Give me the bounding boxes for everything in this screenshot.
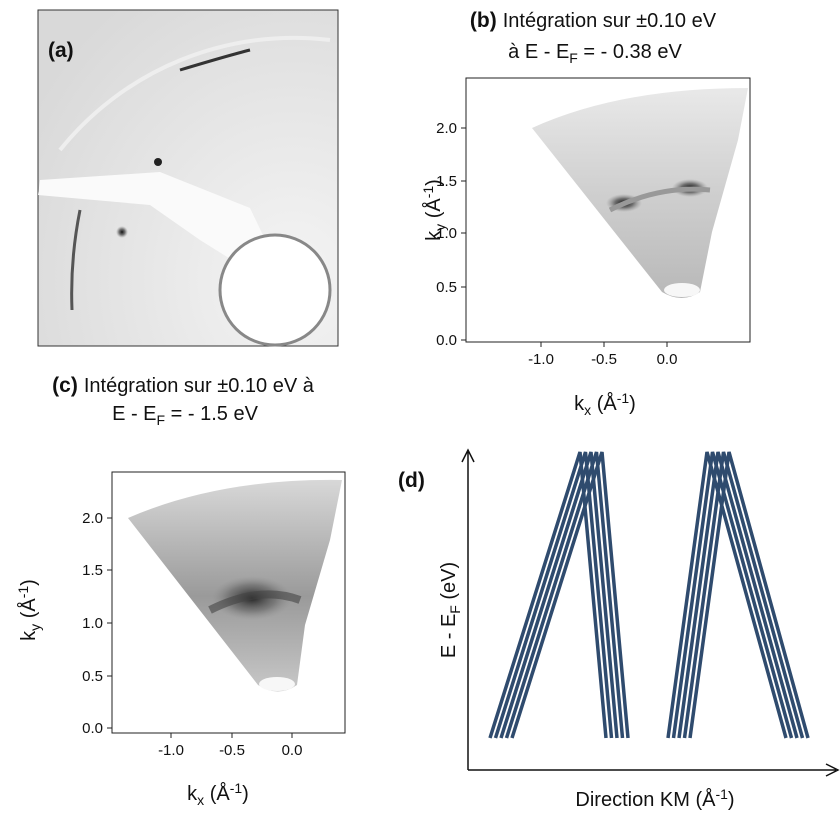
y-tick-label: 1.0 [82,615,103,632]
band-line [677,451,799,739]
y-tick-label: 0.0 [82,720,103,737]
band-line [499,451,619,739]
band [208,590,302,614]
panel-d: (d) E - EF (eV) Direction KM (Å-1) [398,448,840,811]
panel-title: (c) Intégration sur ±0.10 eV à [52,374,315,397]
t: ) [423,179,445,186]
y-tick-label: 2.0 [82,510,103,527]
beam-stop [218,233,332,347]
panel-subtitle: à E - EF = - 0.38 eV [508,41,682,66]
panel-title: (b) Intégration sur ±0.10 eV [470,9,717,32]
x-tick-label: -1.0 [158,742,184,759]
band-line [682,451,805,739]
band-line [666,451,788,739]
band-line [504,451,625,739]
band-lines [488,451,810,739]
t: ) [18,579,40,586]
y-tick-label: 1.5 [82,562,103,579]
t: E - E [438,614,460,658]
panel-label: (b) [470,9,497,32]
x-tick-label: 0.0 [282,742,303,759]
t-sub: F [447,605,463,614]
t: (Å [204,782,230,805]
x-axis-label: Direction KM (Å-1) [575,786,734,811]
x-tick-label: -0.5 [591,351,617,368]
t-sub: x [197,792,204,808]
map-wedge [532,88,748,298]
y-axis-label: E - EF (eV) [438,562,463,658]
spot-light [259,677,295,691]
y-tick-label: 0.5 [82,668,103,685]
t-sup: -1 [420,186,436,199]
t: ) [242,783,249,805]
band-line [671,451,794,739]
panel-label: (d) [398,469,425,492]
t: à E - E [508,41,569,63]
y-axis-arrow [461,448,475,770]
t-sup: -1 [230,780,243,796]
arc-spot [179,48,251,72]
panel-a: (a) [37,9,339,347]
t-sup: -1 [715,786,728,802]
x-tick-label: -1.0 [528,351,554,368]
t: (Å [591,392,617,415]
band [608,186,711,213]
y-axis-label: ky (Å-1) [15,579,43,641]
x-tick-label: -0.5 [219,742,245,759]
y-tick-label: 1.5 [436,173,457,190]
t: = - 0.38 eV [578,41,683,63]
title-text: Intégration sur ±0.10 eV à [84,375,315,397]
y-tick-label: 1.0 [436,225,457,242]
shadow [38,172,270,265]
band-line [493,451,614,739]
t-sup: -1 [15,586,31,599]
t: = - 1.5 eV [165,403,258,425]
t-sup: -1 [617,390,630,406]
band-line [688,451,810,739]
panel-c: (c) Intégration sur ±0.10 eV à E - EF = -… [15,374,346,808]
t: Direction KM (Å [575,788,716,811]
band-line [510,451,630,739]
panel-label: (c) [52,374,78,397]
arc-spot [70,209,82,311]
t: E - E [112,403,156,425]
y-tick-label: 0.5 [436,279,457,296]
t: k [574,393,585,415]
spot [154,158,162,166]
x-axis-label: kx (Å-1) [187,780,249,808]
panel-label: (a) [48,39,74,62]
x-tick-label: 0.0 [657,351,678,368]
t-sub: y [27,624,43,631]
x-axis-label: kx (Å-1) [574,390,636,418]
y-axis-label: ky (Å-1) [420,179,448,241]
ring [58,35,331,152]
t-sub: F [569,50,578,66]
t: (Å [17,598,40,624]
panel-subtitle: E - EF = - 1.5 eV [112,403,259,428]
t: ) [629,393,636,415]
t: (eV) [438,562,460,605]
spot-light [664,283,700,297]
y-tick-label: 2.0 [436,120,457,137]
band-line [488,451,608,739]
spot [116,226,128,238]
t-sub: x [584,402,591,418]
t: k [18,630,40,641]
title-text: Intégration sur ±0.10 eV [503,10,717,32]
y-tick-label: 0.0 [436,332,457,349]
panel-b: (b) Intégration sur ±0.10 eV à E - EF = -… [420,9,751,418]
t-sub: F [157,412,166,428]
t: (Å [422,198,445,224]
t: k [187,783,198,805]
x-axis-arrow [468,763,840,777]
t: ) [728,789,735,811]
t: k [423,230,445,241]
t-sub: y [432,224,448,231]
